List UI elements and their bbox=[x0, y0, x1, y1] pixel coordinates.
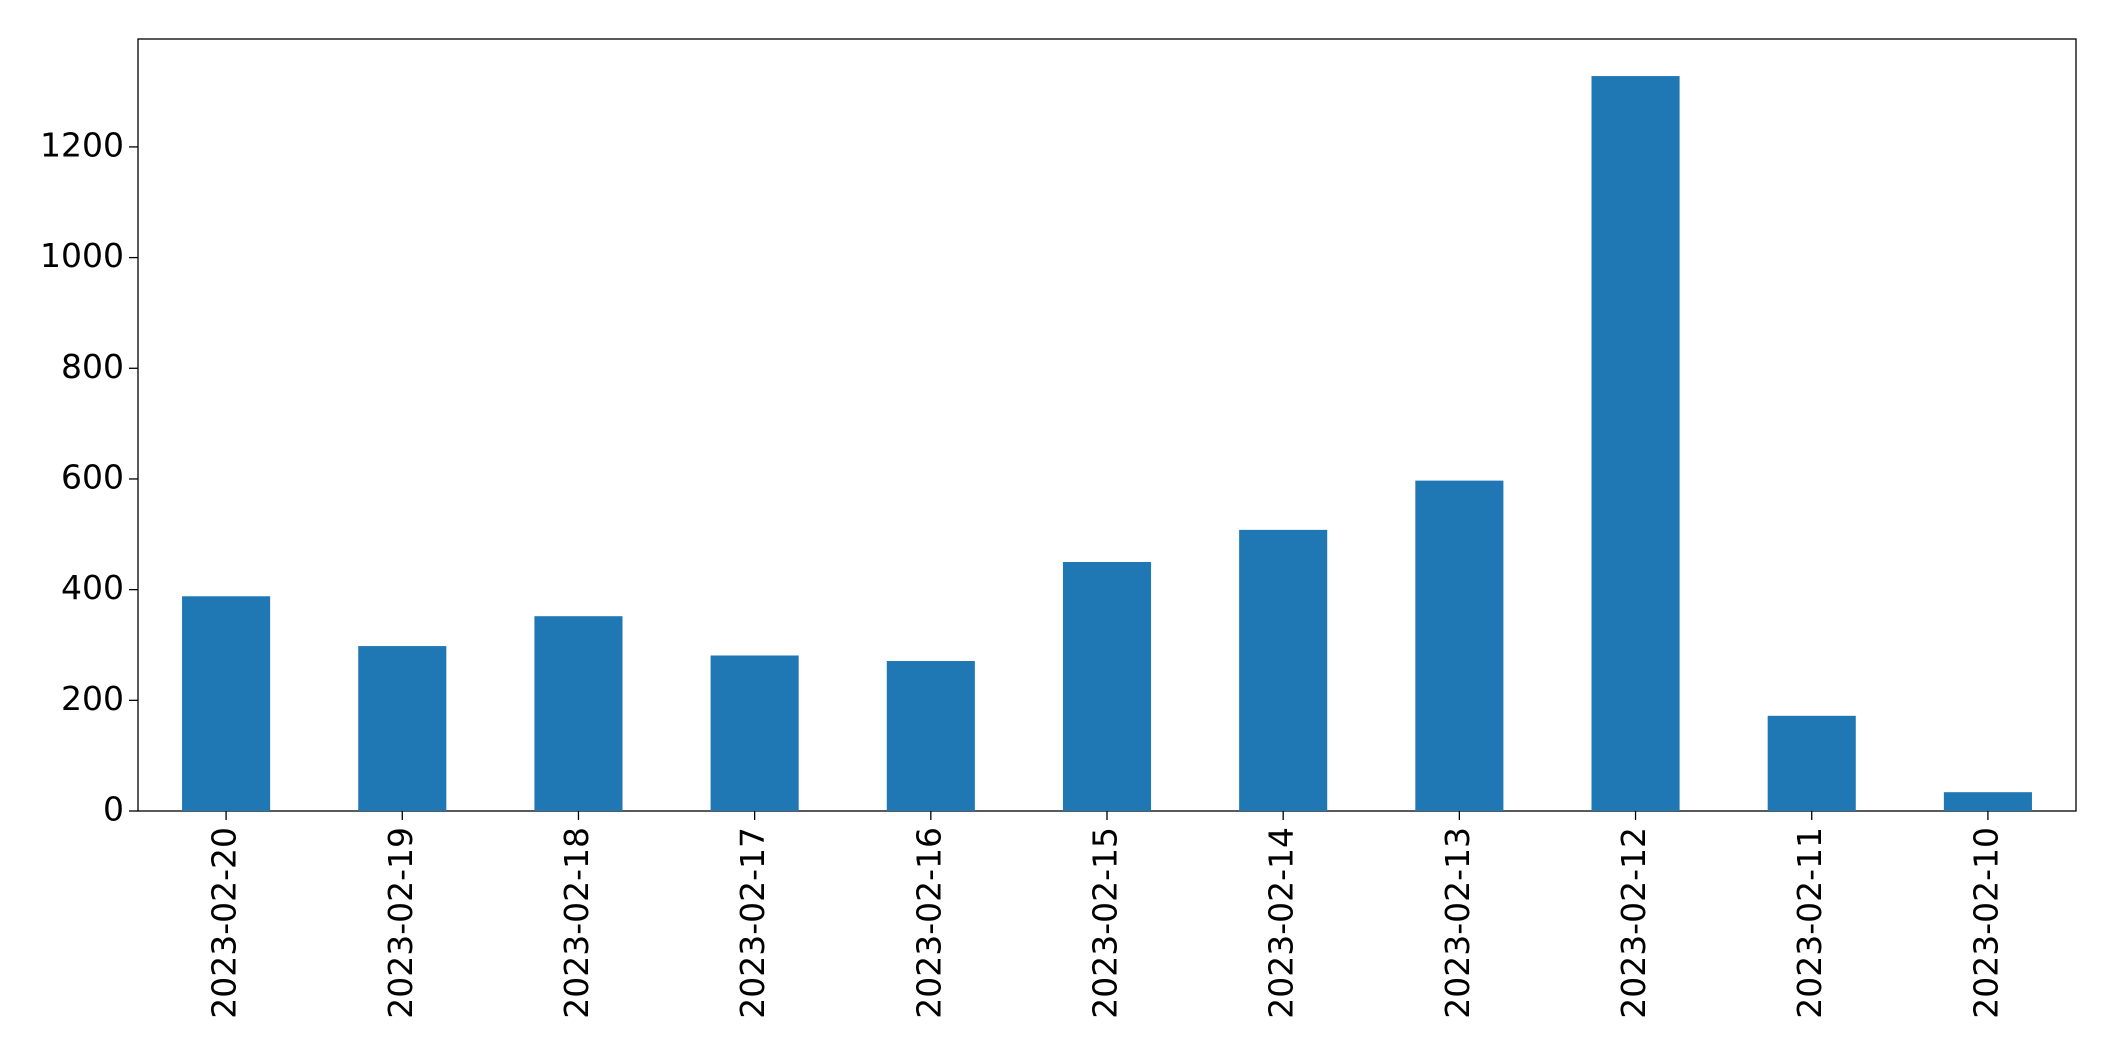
y-tick-label: 600 bbox=[61, 457, 124, 496]
bar bbox=[1767, 715, 1856, 811]
bar bbox=[1591, 76, 1680, 812]
x-tick-label: 2023-02-14 bbox=[1262, 827, 1301, 1019]
x-tick-label: 2023-02-17 bbox=[733, 827, 772, 1019]
bar bbox=[1062, 561, 1152, 811]
bar bbox=[534, 616, 623, 811]
x-tick-label: 2023-02-19 bbox=[381, 827, 420, 1019]
y-tick-label: 1000 bbox=[40, 236, 124, 275]
x-tick-label: 2023-02-20 bbox=[205, 827, 244, 1019]
x-tick-label: 2023-02-10 bbox=[1966, 827, 2005, 1019]
x-tick-label: 2023-02-15 bbox=[1086, 827, 1125, 1019]
bar bbox=[1239, 529, 1328, 811]
bar bbox=[886, 661, 975, 811]
x-tick-label: 2023-02-12 bbox=[1614, 827, 1653, 1019]
x-tick-label: 2023-02-16 bbox=[909, 827, 948, 1019]
y-tick-label: 800 bbox=[61, 347, 124, 386]
y-tick-label: 200 bbox=[61, 679, 124, 718]
bar bbox=[1415, 480, 1504, 811]
x-tick-label: 2023-02-18 bbox=[557, 827, 596, 1019]
bar bbox=[358, 646, 447, 811]
bar bbox=[182, 596, 271, 811]
bar bbox=[1943, 792, 2032, 811]
y-tick-label: 1200 bbox=[40, 125, 124, 164]
bar bbox=[710, 655, 799, 811]
x-tick-label: 2023-02-13 bbox=[1438, 827, 1477, 1019]
y-tick-label: 0 bbox=[103, 790, 124, 829]
y-tick-label: 400 bbox=[61, 568, 124, 607]
x-tick-label: 2023-02-11 bbox=[1790, 827, 1829, 1019]
